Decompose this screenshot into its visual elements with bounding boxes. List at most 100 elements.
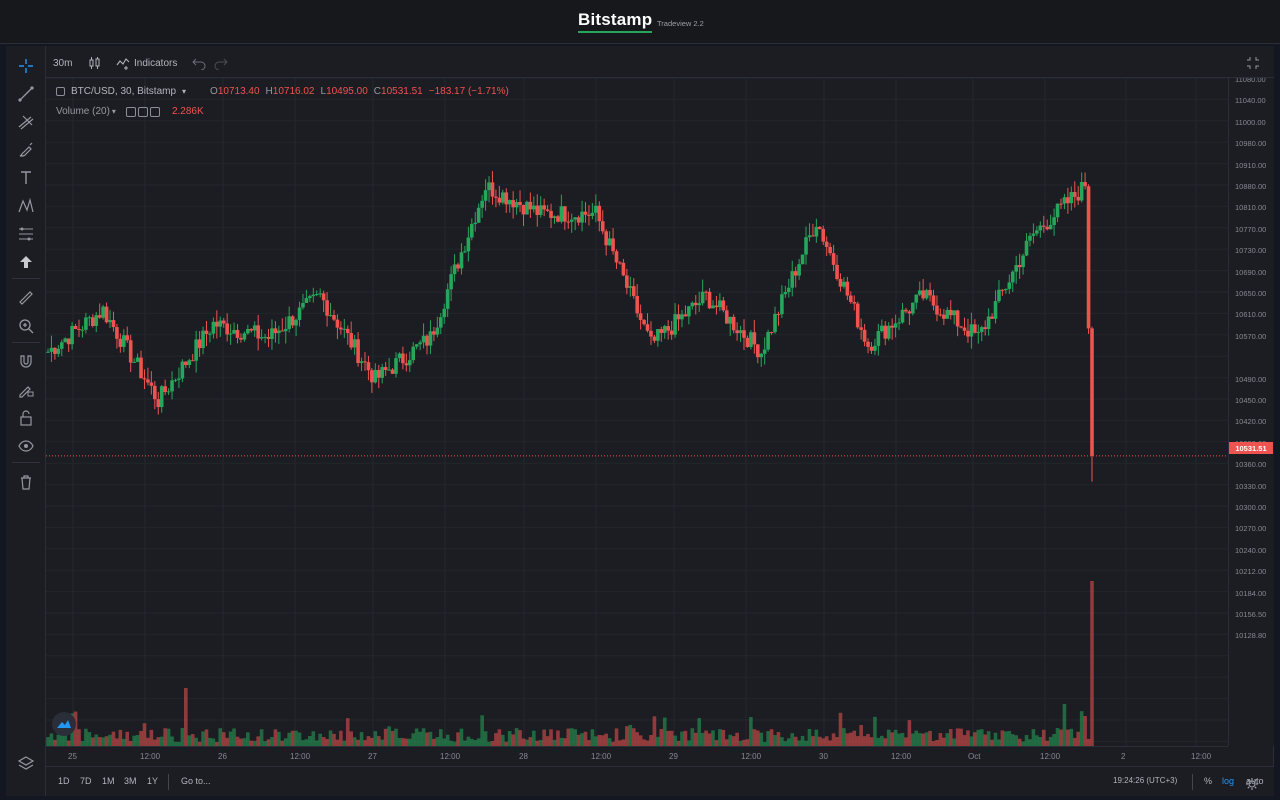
volume-bar — [318, 733, 322, 746]
arrow-up-icon[interactable] — [14, 250, 38, 274]
series-legend: BTC/USD, 30, Bitstamp ▾ O10713.40 H10716… — [56, 86, 509, 97]
trendline-icon[interactable] — [14, 82, 38, 106]
brush-icon[interactable] — [14, 138, 38, 162]
volume-bar — [621, 739, 626, 746]
lock-icon[interactable] — [14, 406, 38, 430]
candle-body — [280, 330, 285, 332]
close-icon[interactable] — [149, 106, 160, 117]
candle-body — [1086, 186, 1091, 329]
volume-bar — [904, 737, 908, 746]
crosshair-icon[interactable] — [14, 54, 38, 78]
pencil-lock-icon[interactable] — [14, 378, 38, 402]
volume-bar — [800, 735, 805, 746]
fullscreen-icon[interactable] — [1246, 54, 1260, 72]
chevron-down-icon[interactable]: ▾ — [111, 107, 116, 116]
clock-label[interactable]: 19:24:26 (UTC+3) — [1113, 776, 1178, 785]
volume-bar — [511, 734, 515, 746]
range-7d[interactable]: 7D — [80, 776, 92, 786]
volume-bar — [824, 736, 829, 746]
candle-body — [900, 309, 905, 323]
range-1m[interactable]: 1M — [102, 776, 115, 786]
volume-bar — [1000, 730, 1005, 746]
candles-icon[interactable] — [88, 54, 102, 72]
volume-bar — [662, 717, 667, 746]
range-1d[interactable]: 1D — [58, 776, 70, 786]
volume-bar — [928, 730, 932, 746]
settings-icon[interactable] — [137, 106, 148, 117]
candle-body — [1083, 182, 1087, 187]
trash-icon[interactable] — [14, 470, 38, 494]
volume-bar — [321, 737, 326, 746]
volume-bar — [842, 728, 846, 746]
ruler-icon[interactable] — [14, 286, 38, 310]
volume-bar — [407, 738, 412, 746]
candle-body — [366, 362, 371, 371]
eye-icon[interactable] — [14, 434, 38, 458]
candle-body — [959, 326, 963, 328]
volume-bar — [625, 726, 629, 746]
price-chart[interactable] — [46, 78, 1228, 746]
percent-toggle[interactable]: % — [1204, 776, 1213, 786]
candle-body — [993, 301, 998, 319]
volume-bar — [297, 732, 302, 746]
candle-body — [1059, 203, 1063, 205]
volume-label[interactable]: Volume (20) — [56, 106, 110, 117]
candle-body — [676, 314, 681, 320]
range-3m[interactable]: 3M — [124, 776, 137, 786]
time-axis[interactable]: 25 12:00 26 12:00 27 12:00 28 12:00 29 12:00 30 12:… — [46, 746, 1228, 766]
volume-bar — [973, 732, 977, 746]
magnet-icon[interactable] — [14, 350, 38, 374]
goto-button[interactable]: Go to... — [181, 776, 211, 786]
candle-body — [873, 345, 877, 351]
pattern-icon[interactable] — [14, 194, 38, 218]
time-tick-label: 28 — [519, 752, 528, 761]
price-axis[interactable]: 11080.00 11040.00 11000.00 10980.00 10910.00… — [1228, 78, 1274, 746]
candle-body — [59, 342, 64, 349]
volume-bar — [80, 741, 85, 746]
volume-bar — [225, 737, 229, 746]
collapse-legend-icon[interactable] — [56, 87, 65, 96]
tradingview-logo-icon[interactable] — [52, 712, 76, 736]
time-tick-label: 12:00 — [440, 752, 461, 761]
candle-body — [197, 339, 202, 349]
chart-pane[interactable] — [46, 78, 1228, 746]
candle-body — [979, 327, 984, 333]
candle-body — [687, 306, 691, 317]
layers-icon[interactable] — [14, 752, 38, 776]
range-1y[interactable]: 1Y — [147, 776, 159, 786]
volume-bar — [607, 738, 612, 746]
indicators-button[interactable]: Indicators — [116, 54, 177, 72]
volume-bar — [421, 728, 426, 746]
time-tick-label: 12:00 — [891, 752, 912, 761]
volume-bar — [631, 728, 636, 746]
volume-bar — [955, 728, 960, 746]
volume-bar — [742, 739, 746, 746]
candle-body — [46, 351, 50, 353]
zoom-icon[interactable] — [14, 314, 38, 338]
time-tick-label: 25 — [68, 752, 77, 761]
symbol-label[interactable]: BTC/USD, 30, Bitstamp — [71, 86, 177, 97]
log-toggle[interactable]: log — [1222, 776, 1235, 786]
close-key: C — [373, 86, 382, 97]
candle-body — [583, 211, 588, 215]
gear-icon[interactable] — [1245, 777, 1259, 791]
time-tick-label: 2 — [1121, 752, 1126, 761]
fib-icon[interactable] — [14, 110, 38, 134]
volume-bar — [931, 741, 936, 746]
volume-bar — [366, 736, 371, 746]
chevron-down-icon[interactable]: ▾ — [182, 87, 187, 96]
volume-bar — [786, 738, 791, 746]
candle-body — [252, 325, 257, 331]
candle-body — [256, 325, 260, 339]
candle-body — [104, 306, 109, 323]
undo-icon[interactable] — [192, 54, 206, 72]
redo-icon[interactable] — [214, 54, 228, 72]
candle-body — [90, 317, 95, 326]
text-icon[interactable] — [14, 166, 38, 190]
candle-body — [552, 216, 557, 219]
eye-toggle-icon[interactable] — [125, 106, 136, 117]
volume-bar — [418, 731, 422, 746]
volume-bar — [187, 735, 192, 746]
prediction-icon[interactable] — [14, 222, 38, 246]
interval-button[interactable]: 30m — [53, 57, 73, 69]
